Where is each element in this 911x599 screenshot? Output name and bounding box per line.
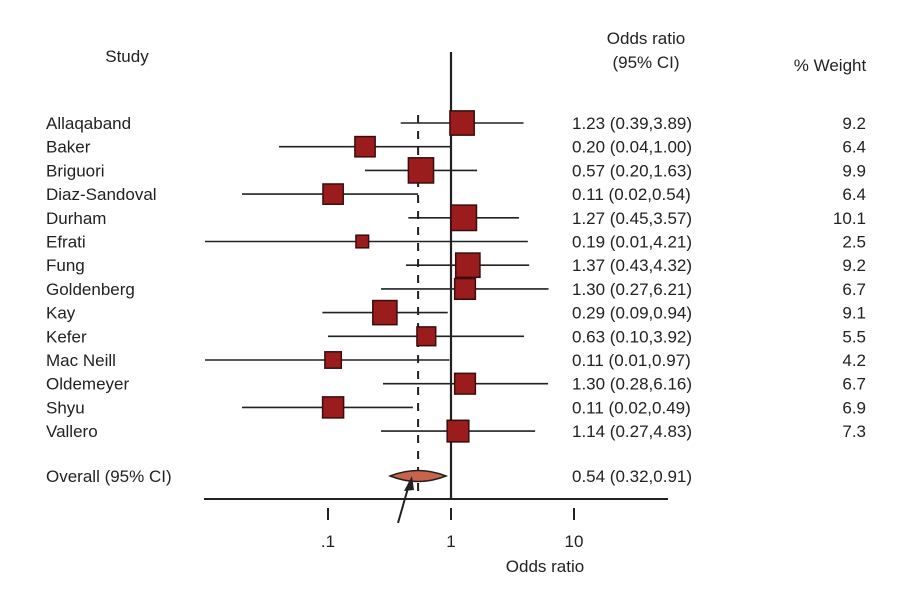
study-name: Kay: [46, 304, 76, 323]
or-marker: [453, 277, 477, 301]
overall-or-ci-text: 0.54 (0.32,0.91): [572, 467, 692, 486]
or-ci-text: 0.19 (0.01,4.21): [572, 233, 692, 252]
study-name: Mac Neill: [46, 351, 116, 370]
or-ci-text: 1.14 (0.27,4.83): [572, 422, 692, 441]
or-ci-text: 0.29 (0.09,0.94): [572, 304, 692, 323]
weight-value: 6.7: [842, 375, 866, 394]
or-ci-text: 0.20 (0.04,1.00): [572, 138, 692, 157]
study-name: Durham: [46, 209, 106, 228]
or-ci-text: 1.30 (0.28,6.16): [572, 375, 692, 394]
overall-diamond: [388, 469, 449, 483]
weight-value: 9.2: [842, 256, 866, 275]
weight-value: 5.5: [842, 327, 866, 346]
study-name: Efrati: [46, 233, 86, 252]
or-marker: [354, 135, 376, 158]
x-tick-label: 10: [565, 532, 584, 551]
study-name: Allaqaband: [46, 114, 131, 133]
or-marker: [449, 110, 475, 136]
weight-value: 9.1: [842, 304, 866, 323]
x-axis: Odds ratio .1 1 10: [204, 498, 668, 576]
or-marker: [355, 234, 370, 249]
reference-lines: [417, 52, 453, 499]
study-name: Kefer: [46, 327, 87, 346]
study-name: Goldenberg: [46, 280, 135, 299]
x-tick-label: 1: [446, 532, 455, 551]
or-ci-text: 0.63 (0.10,3.92): [572, 327, 692, 346]
or-ci-text: 0.11 (0.01,0.97): [572, 351, 691, 370]
x-axis-label: Odds ratio: [506, 557, 584, 576]
or-marker: [450, 204, 478, 232]
or-ci-text: 1.23 (0.39,3.89): [572, 114, 692, 133]
or-marker: [416, 326, 437, 347]
or-ci-text: 0.57 (0.20,1.63): [572, 161, 692, 180]
study-rows: Allaqaband 1.23 (0.39,3.89) 9.2 Baker 0.20 (…: [46, 110, 866, 443]
weight-value: 4.2: [842, 351, 866, 370]
weight-value: 9.2: [842, 114, 866, 133]
weight-value: 6.4: [842, 185, 866, 204]
study-name: Shyu: [46, 398, 85, 417]
weight-value: 7.3: [842, 422, 866, 441]
weight-value: 2.5: [842, 233, 866, 252]
study-name: Oldemeyer: [46, 375, 129, 394]
overall-label: Overall (95% CI): [46, 467, 172, 486]
or-marker: [446, 419, 470, 443]
weight-value: 10.1: [833, 209, 866, 228]
or-marker: [321, 396, 345, 419]
weight-value: 6.7: [842, 280, 866, 299]
or-ci-text: 1.30 (0.27,6.21): [572, 280, 692, 299]
ci-header: (95% CI): [612, 53, 679, 72]
study-name: Baker: [46, 138, 91, 157]
or-ci-text: 1.27 (0.45,3.57): [572, 209, 692, 228]
study-name: Vallero: [46, 422, 98, 441]
or-marker: [322, 183, 344, 205]
odds-ratio-header: Odds ratio: [607, 29, 685, 48]
or-ci-text: 0.11 (0.02,0.49): [572, 398, 691, 417]
study-header: Study: [105, 47, 149, 66]
study-name: Briguori: [46, 161, 105, 180]
or-ci-text: 0.11 (0.02,0.54): [572, 185, 691, 204]
or-marker: [407, 157, 435, 184]
or-marker: [372, 299, 398, 326]
overall-row: Overall (95% CI) 0.54 (0.32,0.91): [46, 467, 692, 524]
weight-value: 6.4: [842, 138, 866, 157]
or-ci-text: 1.37 (0.43,4.32): [572, 256, 692, 275]
weight-value: 9.9: [842, 161, 866, 180]
or-marker: [454, 252, 481, 279]
or-marker: [453, 372, 477, 395]
x-tick-label: .1: [321, 532, 335, 551]
weight-value: 6.9: [842, 398, 866, 417]
weight-header: % Weight: [794, 56, 867, 75]
study-name: Fung: [46, 256, 85, 275]
or-marker: [324, 351, 343, 369]
pointer-arrowhead: [404, 476, 414, 491]
study-name: Diaz-Sandoval: [46, 185, 157, 204]
